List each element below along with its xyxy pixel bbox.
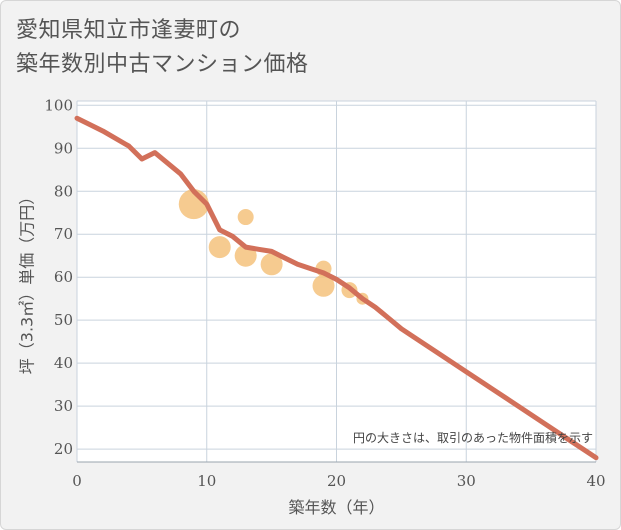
y-tick-label: 20 (54, 440, 73, 458)
y-tick-label: 90 (54, 139, 73, 157)
scatter-point (260, 253, 283, 276)
y-tick-label: 50 (54, 311, 73, 329)
y-tick-label: 70 (54, 225, 73, 243)
x-tick-label: 10 (197, 472, 216, 490)
x-axis-label: 築年数（年） (288, 498, 384, 517)
x-tick-label: 40 (586, 472, 605, 490)
chart-title-line-2: 築年数別中古マンション価格 (16, 52, 309, 77)
y-tick-label: 100 (44, 96, 73, 114)
y-tick-label: 60 (54, 268, 73, 286)
chart-title: 愛知県知立市逢妻町の 築年数別中古マンション価格 (16, 14, 309, 82)
scatter-point (208, 236, 231, 259)
x-tick-labels: 0 10 20 30 40 (72, 472, 605, 490)
bubble-size-note: 円の大きさは、取引のあった物件面積を示す (353, 430, 593, 445)
y-tick-label: 40 (54, 354, 73, 372)
x-tick-label: 30 (457, 472, 476, 490)
x-tick-label: 20 (327, 472, 346, 490)
y-axis-label: 坪（3.3㎡）単価（万円） (18, 189, 37, 374)
y-tick-labels: 20 30 40 50 60 70 80 90 100 (44, 96, 73, 458)
y-tick-label: 80 (54, 182, 73, 200)
x-tick-label: 0 (72, 472, 82, 490)
trend-line (74, 115, 599, 461)
scatter-point (237, 209, 254, 226)
chart-title-line-1: 愛知県知立市逢妻町の (16, 18, 242, 43)
y-tick-label: 30 (54, 397, 73, 415)
scatter-point (312, 274, 335, 297)
